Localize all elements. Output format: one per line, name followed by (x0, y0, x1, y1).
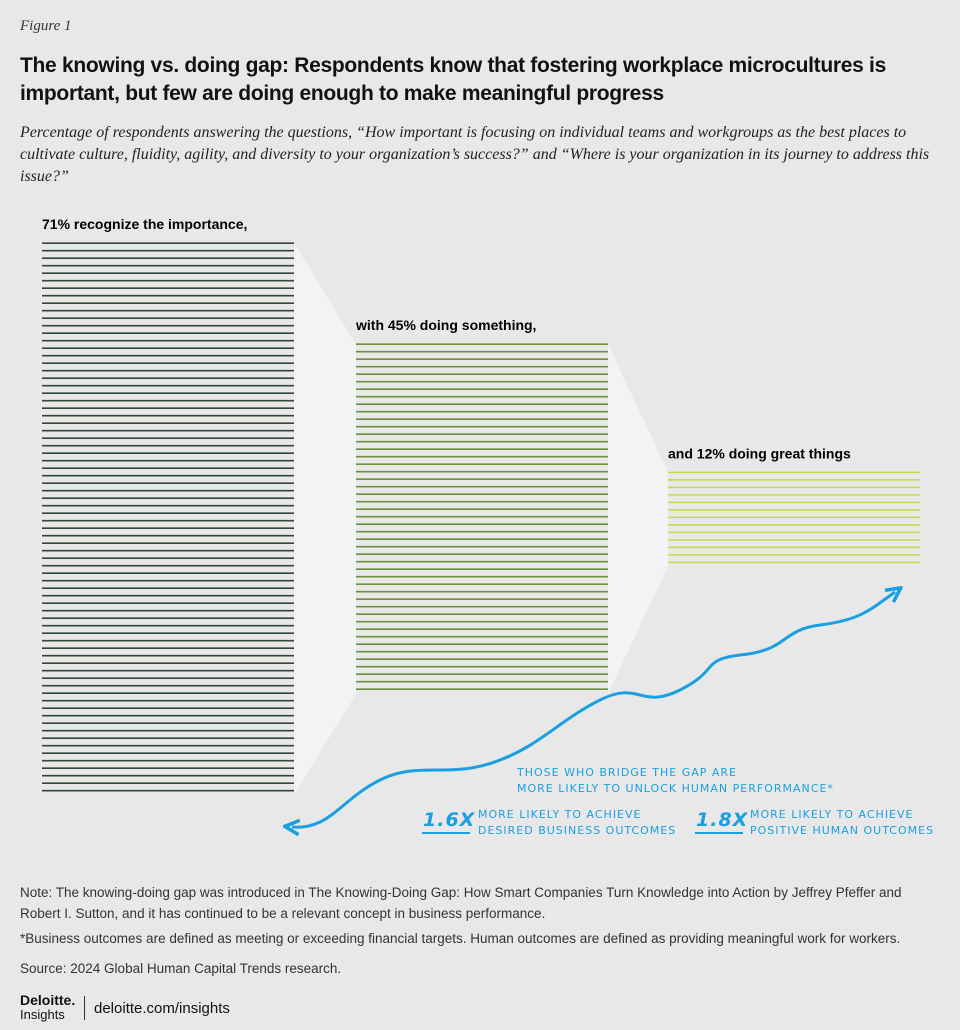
stat-value: 1.8x (696, 809, 749, 831)
arrow-curve (292, 592, 895, 827)
annotation-line: desired business outcomes (478, 824, 676, 837)
value-label: and 12% doing great things (668, 445, 851, 461)
annotation-line: more likely to achieve (750, 808, 914, 821)
brand: Deloitte. (20, 992, 76, 1008)
annotation: more likely to achieve desired business o… (478, 808, 676, 837)
funnel-connector (294, 243, 356, 795)
annotation-line: Those who bridge the gap are (516, 766, 737, 779)
chart: 1.6x 1.8x 71% recognize the importance, w… (42, 216, 934, 837)
stat-value: 1.6x (423, 809, 476, 831)
value-label: 71% recognize the importance, (42, 216, 247, 232)
bar (356, 343, 608, 690)
note: *Business outcomes are defined as meetin… (20, 931, 901, 946)
footer-url: deloitte.com/insights (94, 1000, 230, 1017)
annotation: more likely to achieve positive human out… (750, 808, 934, 837)
funnel-connector (608, 344, 668, 694)
chart-title: The knowing vs. doing gap: Respondents k… (20, 54, 886, 105)
value-label: with 45% doing something, (355, 317, 536, 333)
note: Note: The knowing-doing gap was introduc… (20, 885, 902, 921)
bar (668, 471, 920, 564)
sub-brand: Insights (20, 1007, 65, 1022)
figure-label: Figure 1 (20, 18, 72, 34)
separator (84, 996, 85, 1020)
bar (42, 242, 294, 792)
chart-subtitle: Percentage of respondents answering the … (20, 124, 930, 185)
annotation-line: more likely to unlock human performance* (517, 782, 834, 795)
annotation: Those who bridge the gap are more likely … (516, 766, 834, 795)
annotation-line: positive human outcomes (750, 824, 934, 837)
annotation-line: more likely to achieve (478, 808, 642, 821)
source: Source: 2024 Global Human Capital Trends… (20, 961, 342, 976)
